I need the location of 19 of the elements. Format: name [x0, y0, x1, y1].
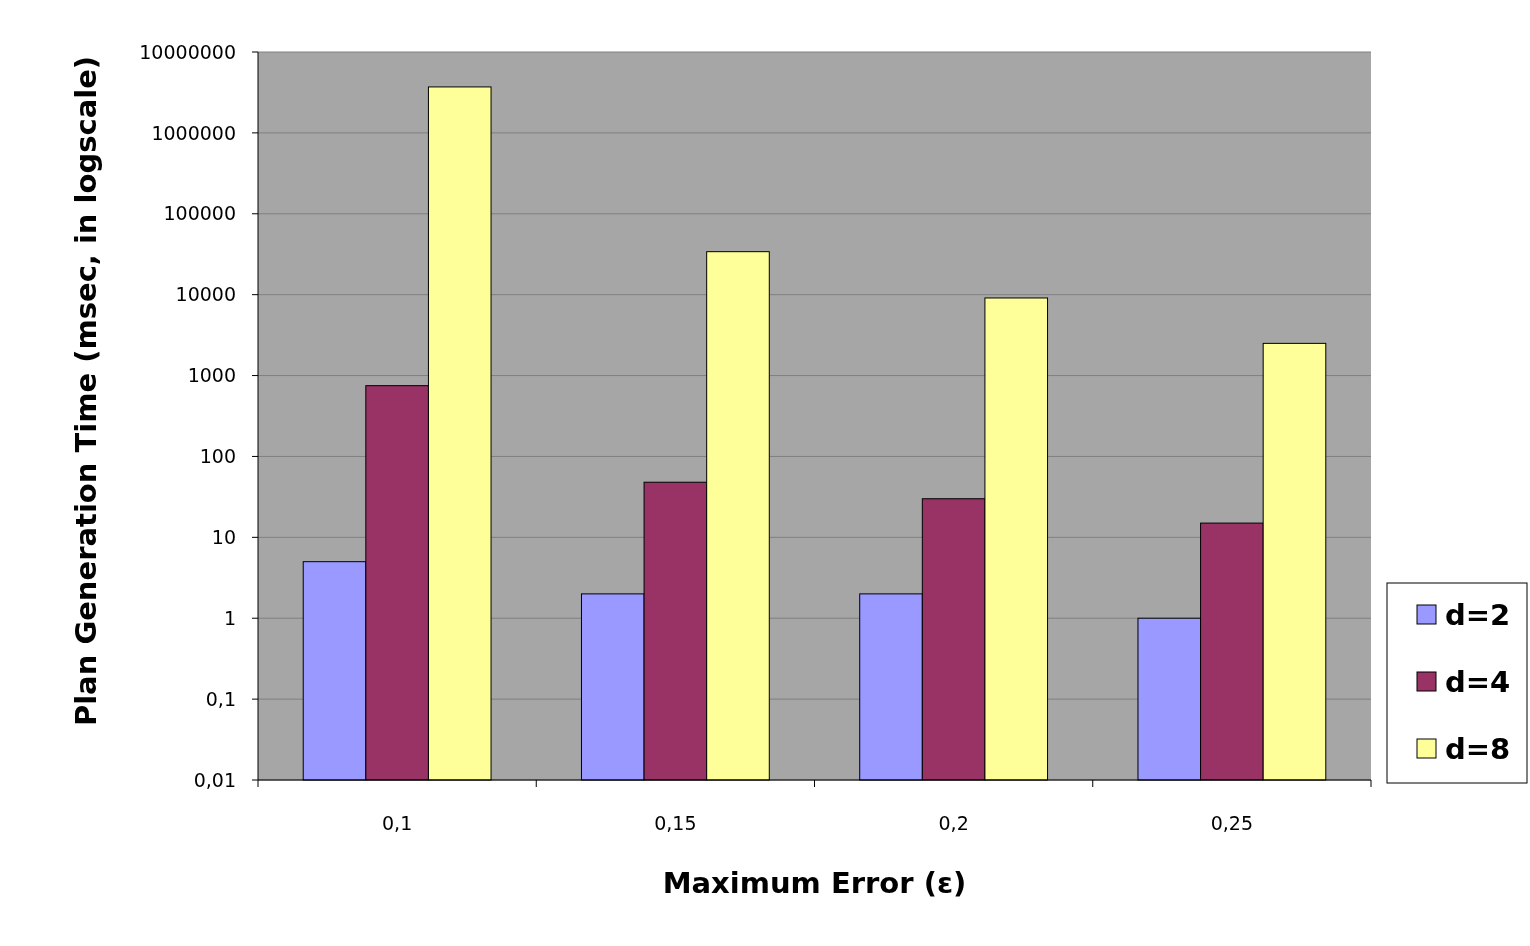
- y-tick-label: 10000: [175, 283, 236, 306]
- y-tick-label: 1: [223, 606, 236, 629]
- y-tick-label: 10: [211, 525, 236, 548]
- y-axis-title: Plan Generation Time (msec, in logscale): [69, 55, 103, 727]
- x-tick-label: 0,1: [382, 812, 413, 834]
- y-tick-label: 1000000: [151, 121, 236, 144]
- y-tick-label: 1000: [187, 364, 236, 387]
- y-tick-label: 0,01: [193, 768, 236, 791]
- y-tick-label: 0,1: [205, 687, 236, 710]
- x-tick-label: 0,2: [938, 812, 969, 834]
- x-axis-title: Maximum Error (ε): [662, 866, 967, 900]
- legend-label: d=8: [1445, 732, 1511, 767]
- y-tick-label: 10000000: [139, 40, 236, 63]
- legend-label: d=4: [1445, 665, 1511, 700]
- x-tick-label: 0,15: [654, 812, 697, 834]
- legend-label: d=2: [1445, 598, 1511, 633]
- x-tick-label: 0,25: [1210, 812, 1254, 834]
- y-tick-label: 100000: [163, 202, 236, 225]
- y-tick-label: 100: [199, 445, 236, 468]
